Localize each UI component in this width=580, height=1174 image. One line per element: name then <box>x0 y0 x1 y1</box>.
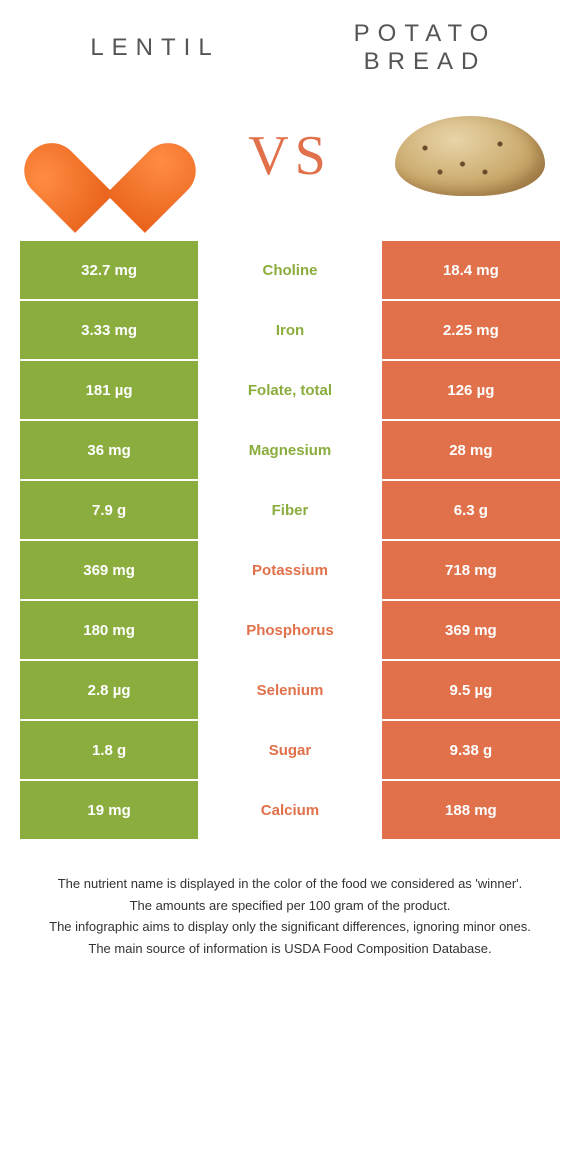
vs-label: VS <box>248 124 332 188</box>
right-value: 2.25 mg <box>382 301 560 359</box>
right-value: 369 mg <box>382 601 560 659</box>
header: LENTIL POTATO BREAD <box>20 20 560 76</box>
right-value: 9.5 µg <box>382 661 560 719</box>
nutrient-label: Sugar <box>198 721 382 779</box>
left-value: 7.9 g <box>20 481 198 539</box>
footer-line: The nutrient name is displayed in the co… <box>35 874 545 894</box>
left-value: 369 mg <box>20 541 198 599</box>
right-value: 126 µg <box>382 361 560 419</box>
table-row: 180 mgPhosphorus369 mg <box>20 601 560 659</box>
left-value: 2.8 µg <box>20 661 198 719</box>
table-row: 2.8 µgSelenium9.5 µg <box>20 661 560 719</box>
right-value: 718 mg <box>382 541 560 599</box>
left-food-title: LENTIL <box>20 34 290 62</box>
left-value: 180 mg <box>20 601 198 659</box>
bread-loaf-icon <box>395 116 545 196</box>
table-row: 32.7 mgCholine18.4 mg <box>20 241 560 299</box>
table-row: 181 µgFolate, total126 µg <box>20 361 560 419</box>
table-row: 19 mgCalcium188 mg <box>20 781 560 839</box>
right-value: 188 mg <box>382 781 560 839</box>
nutrient-label: Folate, total <box>198 361 382 419</box>
nutrient-label: Calcium <box>198 781 382 839</box>
footer-line: The amounts are specified per 100 gram o… <box>35 896 545 916</box>
left-value: 19 mg <box>20 781 198 839</box>
table-row: 7.9 gFiber6.3 g <box>20 481 560 539</box>
table-row: 369 mgPotassium718 mg <box>20 541 560 599</box>
footer-line: The main source of information is USDA F… <box>35 939 545 959</box>
nutrient-label: Potassium <box>198 541 382 599</box>
nutrient-label: Fiber <box>198 481 382 539</box>
table-row: 1.8 gSugar9.38 g <box>20 721 560 779</box>
lentil-heart-icon <box>55 106 165 206</box>
image-row: VS <box>20 96 560 216</box>
comparison-table: 32.7 mgCholine18.4 mg3.33 mgIron2.25 mg1… <box>20 241 560 839</box>
nutrient-label: Phosphorus <box>198 601 382 659</box>
left-value: 3.33 mg <box>20 301 198 359</box>
lentil-image <box>30 96 190 216</box>
left-value: 32.7 mg <box>20 241 198 299</box>
footer-line: The infographic aims to display only the… <box>35 917 545 937</box>
right-value: 18.4 mg <box>382 241 560 299</box>
right-food-title: POTATO BREAD <box>290 20 560 76</box>
right-value: 9.38 g <box>382 721 560 779</box>
bread-image <box>390 96 550 216</box>
left-value: 1.8 g <box>20 721 198 779</box>
right-value: 6.3 g <box>382 481 560 539</box>
nutrient-label: Selenium <box>198 661 382 719</box>
nutrient-label: Iron <box>198 301 382 359</box>
nutrient-label: Choline <box>198 241 382 299</box>
table-row: 36 mgMagnesium28 mg <box>20 421 560 479</box>
left-value: 36 mg <box>20 421 198 479</box>
footer-notes: The nutrient name is displayed in the co… <box>20 874 560 958</box>
left-value: 181 µg <box>20 361 198 419</box>
right-value: 28 mg <box>382 421 560 479</box>
nutrient-label: Magnesium <box>198 421 382 479</box>
table-row: 3.33 mgIron2.25 mg <box>20 301 560 359</box>
